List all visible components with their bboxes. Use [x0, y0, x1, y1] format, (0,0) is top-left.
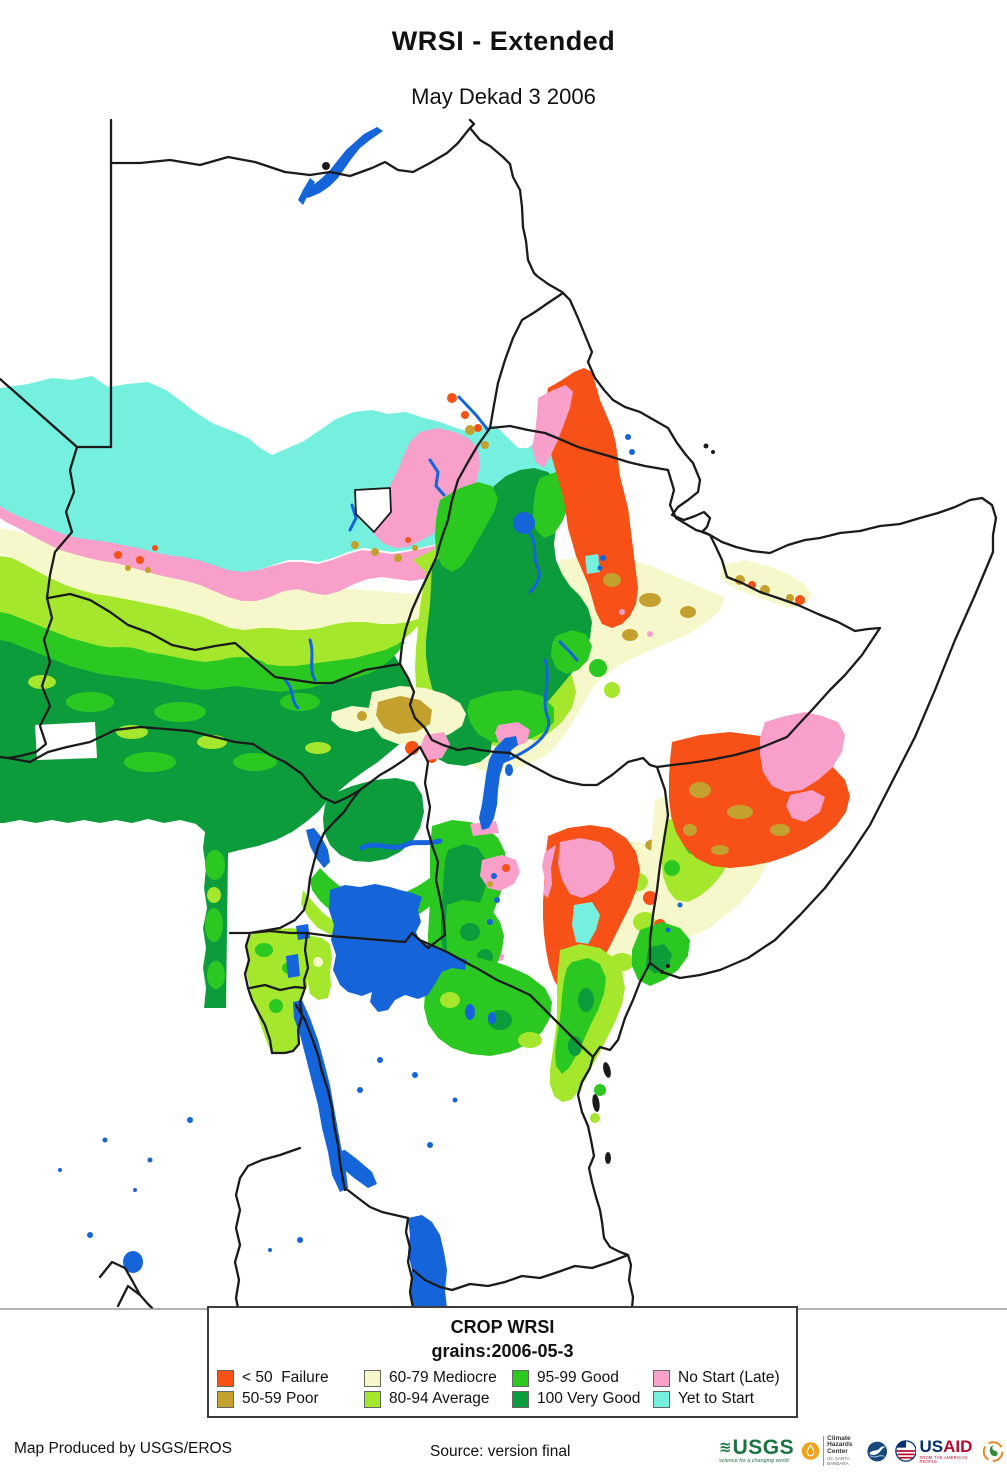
legend-item-poor: 50-59 Poor: [217, 1390, 319, 1408]
legend-item-failure: < 50 Failure: [217, 1369, 329, 1387]
usaid-logo: USAID FROM THE AMERICAN PEOPLE: [894, 1438, 977, 1464]
legend-swatch-average: [364, 1390, 381, 1408]
usaid-flag-icon: [894, 1440, 917, 1462]
legend-swatch-poor: [217, 1390, 234, 1408]
legend-swatch-failure: [217, 1369, 234, 1387]
legend-subtitle: grains:2006-05-3: [431, 1341, 574, 1361]
fews-globe-icon: [983, 1440, 1004, 1462]
country-borders: [0, 118, 1007, 1310]
legend-item-very-good: 100 Very Good: [512, 1390, 640, 1408]
climate-hazards-center-logo: Climate Hazards Center UC SANTA BARBARA: [801, 1435, 860, 1467]
lakes-and-rivers: [58, 127, 683, 1308]
agency-logos: ≋ USGS science for a changing world Clim…: [719, 1433, 1007, 1469]
page-subtitle: May Dekad 3 2006: [411, 84, 596, 109]
source-text: Source: version final: [430, 1443, 571, 1460]
legend-title: CROP WRSI: [450, 1317, 555, 1337]
noaa-logo: [867, 1441, 888, 1461]
produced-by-text: Map Produced by USGS/EROS: [14, 1440, 232, 1457]
usgs-logo: ≋ USGS science for a changing world: [719, 1436, 795, 1465]
legend-item-good: 95-99 Good: [512, 1369, 619, 1387]
chc-droplet-icon: [801, 1442, 820, 1460]
legend-swatch-no-start: [653, 1369, 670, 1387]
page-title: WRSI - Extended: [391, 26, 616, 56]
legend-item-mediocre: 60-79 Mediocre: [364, 1369, 497, 1387]
legend-swatch-good: [512, 1369, 529, 1387]
fews-net-logo: FEWS NET: [983, 1437, 1007, 1465]
legend-swatch-yet-to-start: [653, 1390, 670, 1408]
legend-swatch-very-good: [512, 1390, 529, 1408]
usgs-wave-icon: ≋: [719, 1439, 732, 1457]
legend-item-yet-to-start: Yet to Start: [653, 1390, 754, 1408]
legend-item-no-start: No Start (Late): [653, 1369, 780, 1387]
wrsi-raster-regions: [0, 368, 850, 1123]
legend-swatch-mediocre: [364, 1369, 381, 1387]
legend-item-average: 80-94 Average: [364, 1390, 490, 1408]
map-legend: CROP WRSI grains:2006-05-3 < 50 Failure …: [207, 1306, 798, 1418]
